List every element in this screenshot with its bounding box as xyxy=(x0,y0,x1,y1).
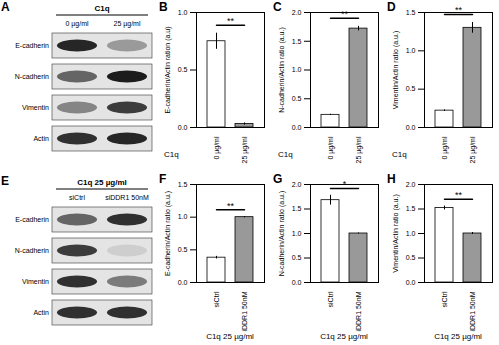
svg-text:25 µg/ml: 25 µg/ml xyxy=(241,136,249,163)
svg-text:**: ** xyxy=(227,16,235,26)
svg-text:Vimentin: Vimentin xyxy=(22,278,49,285)
svg-text:25 µg/ml: 25 µg/ml xyxy=(469,136,477,163)
svg-text:0.5: 0.5 xyxy=(292,254,302,261)
html-text:H: H xyxy=(387,172,396,186)
html-text:C: C xyxy=(273,0,282,14)
svg-text:1.5: 1.5 xyxy=(292,37,302,44)
svg-text:siDDR1 50nM: siDDR1 50nM xyxy=(355,291,362,332)
html-text:D: D xyxy=(387,0,396,14)
svg-text:siDDR1 50nM: siDDR1 50nM xyxy=(105,194,149,201)
svg-text:0.5: 0.5 xyxy=(406,254,416,261)
svg-text:1.5: 1.5 xyxy=(406,9,416,16)
svg-text:1.0: 1.0 xyxy=(178,213,188,220)
html-text:C1q 25 µg/ml: C1q 25 µg/ml xyxy=(320,332,368,341)
svg-text:siCtrl: siCtrl xyxy=(69,194,85,201)
svg-text:0.0: 0.0 xyxy=(178,279,188,286)
svg-text:2.0: 2.0 xyxy=(292,181,302,188)
svg-text:2.0: 2.0 xyxy=(292,9,302,16)
svg-text:2.0: 2.0 xyxy=(406,181,416,188)
svg-text:E-cadherin/Actin ration (a.u): E-cadherin/Actin ration (a.u) xyxy=(164,26,172,113)
svg-text:C1q: C1q xyxy=(94,4,109,13)
svg-text:siCtrl: siCtrl xyxy=(327,291,334,307)
svg-text:Actin: Actin xyxy=(33,135,49,142)
svg-text:0 µg/ml: 0 µg/ml xyxy=(213,136,221,160)
html-text:B: B xyxy=(159,0,168,14)
svg-text:1.0: 1.0 xyxy=(292,230,302,237)
html-text:F: F xyxy=(159,172,167,186)
svg-text:E-cadherin: E-cadherin xyxy=(15,216,49,223)
svg-text:0.0: 0.0 xyxy=(406,124,416,131)
svg-text:25 µg/ml: 25 µg/ml xyxy=(114,20,141,28)
html-text:E: E xyxy=(1,174,9,188)
svg-text:1.0: 1.0 xyxy=(406,230,416,237)
svg-text:N-cadherin: N-cadherin xyxy=(15,73,49,80)
svg-text:1.5: 1.5 xyxy=(178,181,188,188)
svg-text:N-cadherin: N-cadherin xyxy=(15,247,49,254)
svg-text:1.0: 1.0 xyxy=(292,66,302,73)
html-text:C1q: C1q xyxy=(392,150,407,159)
svg-text:E-cadherin/Actin ratio (a.u.): E-cadherin/Actin ratio (a.u.) xyxy=(164,191,172,276)
svg-text:0 µg/ml: 0 µg/ml xyxy=(327,136,335,160)
html-text:C1q: C1q xyxy=(278,150,293,159)
svg-text:1.5: 1.5 xyxy=(292,205,302,212)
svg-text:N-cadherin/Actin ratio (a.u.): N-cadherin/Actin ratio (a.u.) xyxy=(278,191,286,277)
html-text:C1q 25 µg/ml: C1q 25 µg/ml xyxy=(206,332,254,341)
svg-text:Vimentin/Actin ratio (a.u.): Vimentin/Actin ratio (a.u.) xyxy=(392,194,400,272)
svg-text:siDDR1 50nM: siDDR1 50nM xyxy=(241,291,248,332)
svg-text:Vimentin: Vimentin xyxy=(22,104,49,111)
svg-text:25 µg/ml: 25 µg/ml xyxy=(355,136,363,163)
svg-text:0 µg/ml: 0 µg/ml xyxy=(65,20,89,28)
svg-text:0.5: 0.5 xyxy=(178,66,188,73)
svg-text:0.0: 0.0 xyxy=(292,279,302,286)
svg-text:0.5: 0.5 xyxy=(292,95,302,102)
svg-text:siCtrl: siCtrl xyxy=(441,291,448,307)
svg-text:0.0: 0.0 xyxy=(178,124,188,131)
html-text:A: A xyxy=(1,0,10,14)
svg-text:**: ** xyxy=(455,5,463,15)
svg-text:siCtrl: siCtrl xyxy=(213,291,220,307)
svg-text:N-cadherin/Actin ratio (a.u.): N-cadherin/Actin ratio (a.u.) xyxy=(278,27,286,113)
svg-text:**: ** xyxy=(227,201,235,211)
svg-text:siDDR1 50nM: siDDR1 50nM xyxy=(469,291,476,332)
svg-text:1.5: 1.5 xyxy=(406,205,416,212)
svg-text:C1q 25 µg/ml: C1q 25 µg/ml xyxy=(77,178,127,187)
svg-text:0.5: 0.5 xyxy=(178,246,188,253)
html-text:C1q: C1q xyxy=(164,150,179,159)
svg-text:1.0: 1.0 xyxy=(406,47,416,54)
svg-text:0.0: 0.0 xyxy=(406,279,416,286)
svg-text:0 µg/ml: 0 µg/ml xyxy=(441,136,449,160)
svg-text:**: ** xyxy=(341,9,349,19)
svg-text:0.0: 0.0 xyxy=(292,124,302,131)
html-text:G: G xyxy=(273,172,283,186)
html-text:C1q 25 µg/ml: C1q 25 µg/ml xyxy=(434,332,482,341)
svg-text:Actin: Actin xyxy=(33,309,49,316)
svg-text:Vimentin/Actin ratio (a.u.): Vimentin/Actin ratio (a.u.) xyxy=(392,31,400,109)
svg-text:E-cadherin: E-cadherin xyxy=(15,42,49,49)
svg-text:**: ** xyxy=(455,190,463,200)
svg-text:0.5: 0.5 xyxy=(406,85,416,92)
svg-text:1.0: 1.0 xyxy=(178,9,188,16)
